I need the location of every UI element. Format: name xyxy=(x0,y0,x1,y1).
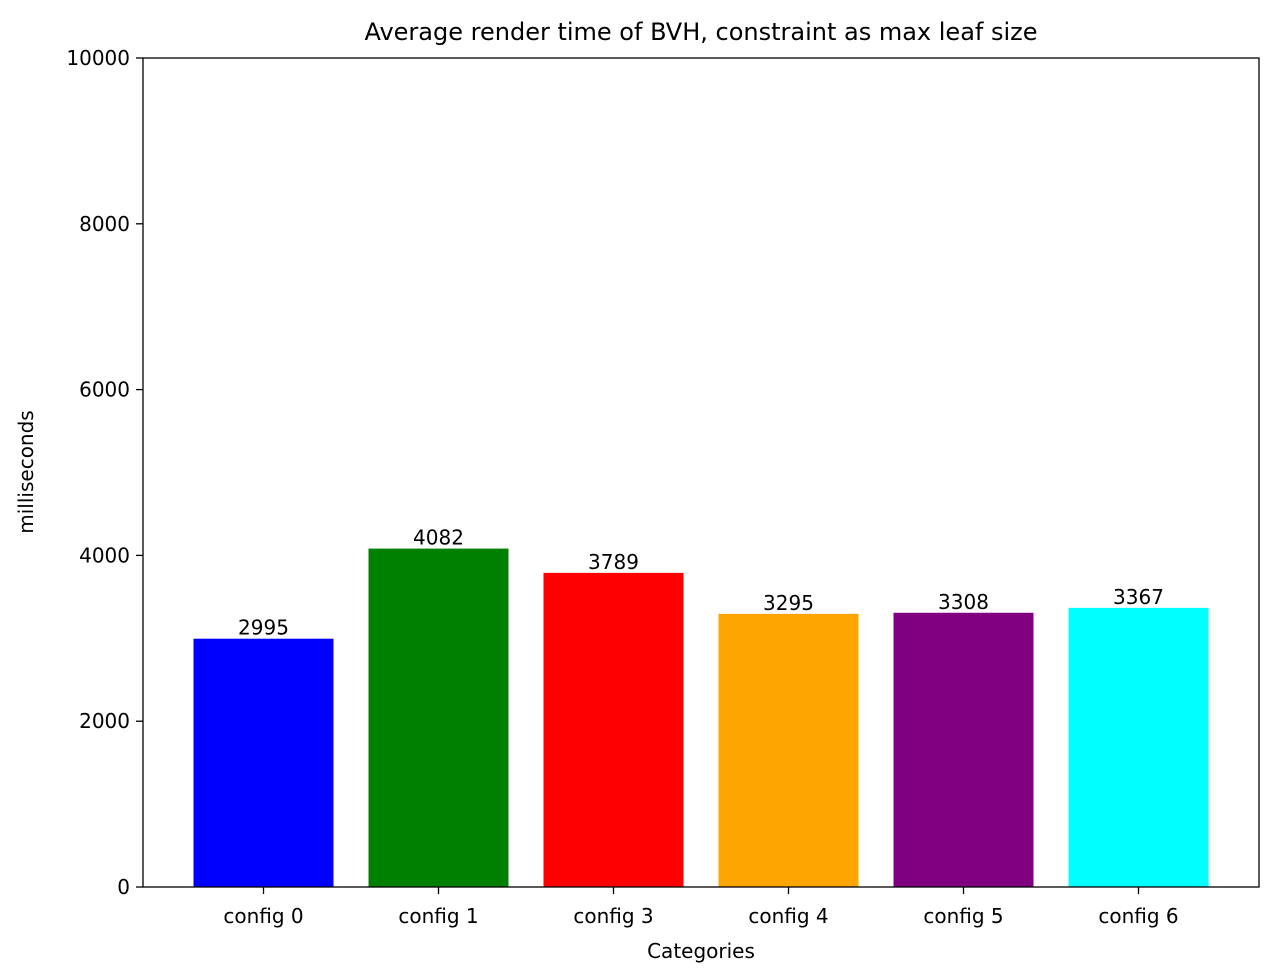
x-tick-label: config 5 xyxy=(923,904,1003,928)
bar-config-0 xyxy=(193,638,334,887)
y-tick-label: 0 xyxy=(117,875,130,899)
bar-config-4 xyxy=(718,613,859,887)
x-tick-label: config 0 xyxy=(223,904,303,928)
bar-config-1 xyxy=(368,548,509,887)
y-tick-label: 4000 xyxy=(79,543,130,567)
x-tick-label: config 6 xyxy=(1098,904,1178,928)
y-tick-label: 6000 xyxy=(79,378,130,402)
y-tick-label: 8000 xyxy=(79,212,130,236)
bar-labels-layer: 2995 4082 3789 3295 3308 3367 xyxy=(238,526,1164,640)
chart-title: Average render time of BVH, constraint a… xyxy=(364,18,1037,46)
bar-value-label: 3308 xyxy=(938,590,989,614)
y-axis: 0 2000 4000 6000 8000 10000 xyxy=(66,46,143,899)
bar-value-label: 3295 xyxy=(763,591,814,615)
plot-frame xyxy=(142,57,1260,888)
bars-layer xyxy=(193,548,1209,887)
y-tick-label: 2000 xyxy=(79,709,130,733)
bar-config-6 xyxy=(1068,607,1209,887)
bar-value-label: 3789 xyxy=(588,550,639,574)
x-tick-label: config 4 xyxy=(748,904,828,928)
bar-config-5 xyxy=(893,612,1034,887)
y-axis-label: milliseconds xyxy=(14,410,38,533)
bar-value-label: 4082 xyxy=(413,526,464,550)
bar-config-3 xyxy=(543,572,684,887)
x-axis: config 0 config 1 config 3 config 4 config 5… xyxy=(223,887,1179,928)
bar-value-label: 2995 xyxy=(238,616,289,640)
x-axis-label: Categories xyxy=(647,939,755,963)
y-tick-label: 10000 xyxy=(66,46,130,70)
bar-value-label: 3367 xyxy=(1113,585,1164,609)
x-tick-label: config 1 xyxy=(398,904,478,928)
x-tick-label: config 3 xyxy=(573,904,653,928)
